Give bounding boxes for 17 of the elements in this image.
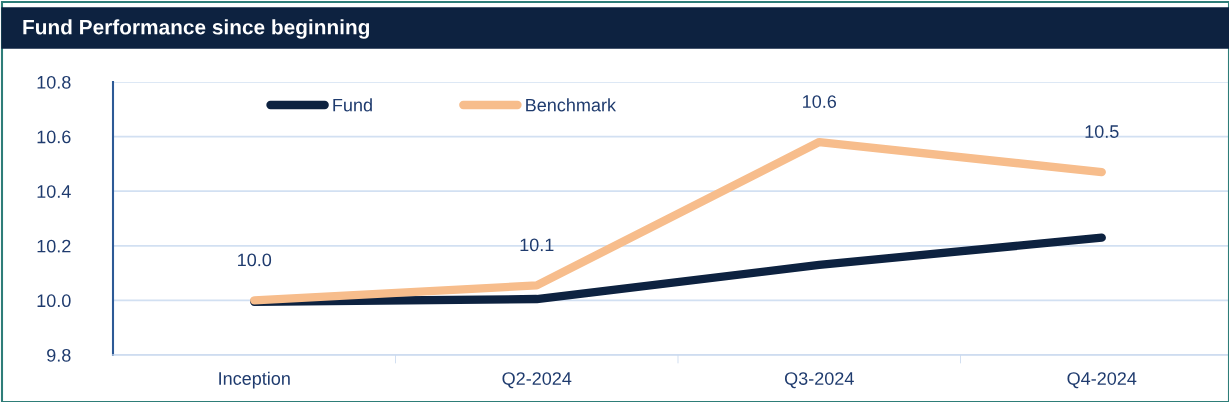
legend-label: Fund [333,98,372,112]
data-label: 10.0 [238,253,272,267]
legend-label: Benchmark [526,98,617,112]
data-label: 10.5 [1085,125,1119,138]
x-tick-label: Inception [219,371,290,389]
data-label: 10.6 [803,95,837,108]
y-tick-label: 10.0 [37,294,71,308]
y-tick-label: 10.6 [37,130,71,144]
x-tick-label: Q4-2024 [1067,372,1137,389]
y-tick-label: 10.2 [37,239,71,253]
chart-title: Fund Performance since beginning [23,19,370,39]
y-tick-label: 10.4 [37,185,71,198]
data-label: 10.1 [520,238,554,252]
x-tick-label: Q2-2024 [502,372,572,389]
y-tick-label: 10.8 [37,75,71,89]
x-tick-label: Q3-2024 [784,372,854,389]
y-tick-label: 9.8 [47,348,71,362]
